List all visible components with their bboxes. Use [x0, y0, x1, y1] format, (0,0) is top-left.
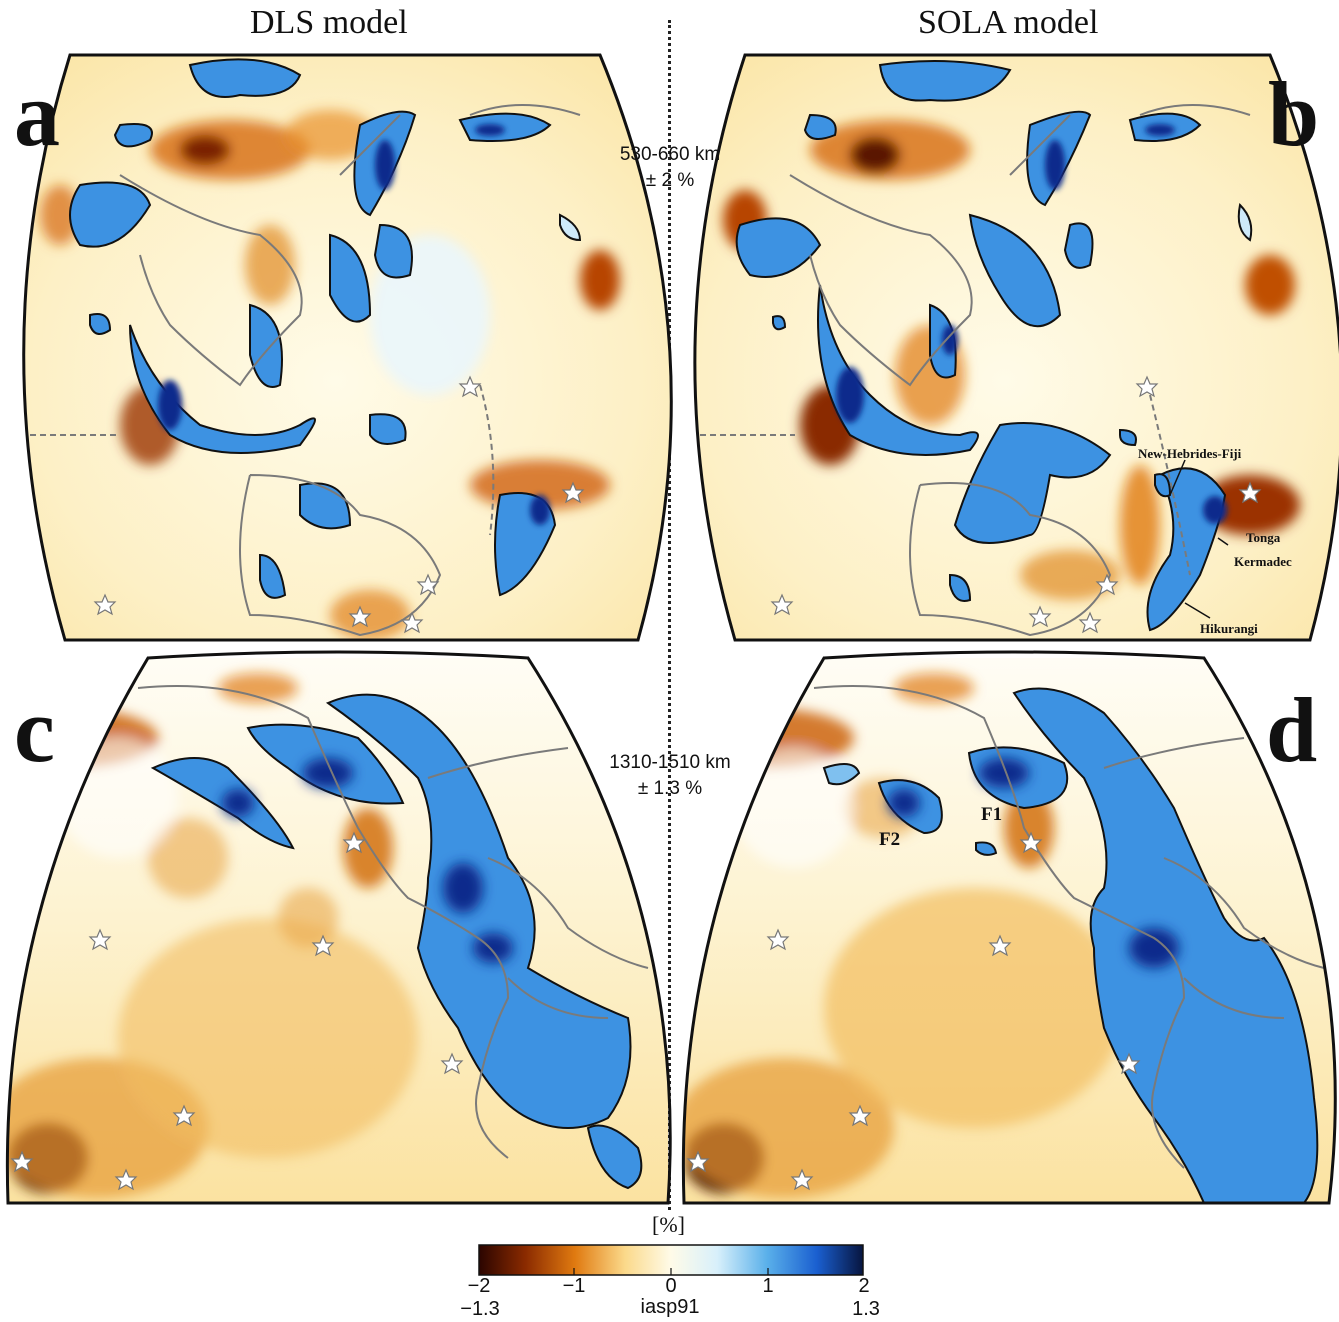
label-f1: F1: [981, 804, 1003, 825]
colorbar: [478, 1244, 864, 1276]
depth-range-bottom: 1310-1510 km: [609, 752, 731, 773]
colorbar-tick-1: 1: [762, 1275, 774, 1297]
depth-label-bottom: 1310-1510 km ± 1.3 %: [580, 750, 760, 802]
depth-range-top: 530-660 km: [619, 144, 721, 165]
label-kermadec: Kermadec: [1234, 554, 1292, 569]
map-panel-a: [22, 53, 673, 642]
panel-letter-b: b: [1268, 63, 1320, 165]
label-tonga: Tonga: [1246, 530, 1281, 545]
colorbar-tick-2: 2: [858, 1275, 870, 1297]
column-title-sola: SOLA model: [918, 4, 1099, 41]
colorbar-unit: [%]: [652, 1212, 685, 1237]
colorbar-tick-m2: −2: [467, 1275, 491, 1297]
colorbar-tick-m1-3: −1.3: [460, 1298, 500, 1320]
depth-scale-bottom: ± 1.3 %: [637, 778, 703, 799]
colorbar-tick-1-3: 1.3: [852, 1298, 880, 1320]
depth-scale-top: ± 2 %: [645, 170, 695, 191]
colorbar-tick-0: 0: [665, 1275, 677, 1297]
map-panel-b: [693, 53, 1339, 642]
panel-separator: [668, 20, 671, 1210]
depth-label-top: 530-660 km ± 2 %: [585, 142, 755, 194]
label-new-hebrides-fiji: New-Hebrides-Fiji: [1138, 446, 1242, 461]
label-f2: F2: [879, 829, 901, 850]
column-title-dls: DLS model: [250, 4, 408, 41]
colorbar-reference: iasp91: [640, 1296, 700, 1318]
map-panel-d: [681, 650, 1337, 1205]
panel-letter-c: c: [14, 679, 55, 781]
label-hikurangi: Hikurangi: [1200, 621, 1258, 636]
panel-letter-a: a: [14, 63, 60, 165]
map-panel-c: [5, 650, 672, 1205]
panel-letter-d: d: [1266, 679, 1318, 781]
colorbar-tick-m1: −1: [562, 1275, 586, 1297]
